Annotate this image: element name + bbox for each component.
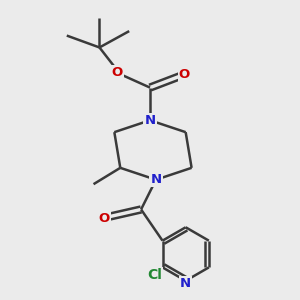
Text: O: O bbox=[98, 212, 110, 225]
Text: N: N bbox=[150, 173, 161, 186]
Text: N: N bbox=[144, 114, 156, 127]
Text: N: N bbox=[180, 277, 191, 290]
Text: O: O bbox=[112, 66, 123, 79]
Text: Cl: Cl bbox=[147, 268, 162, 282]
Text: O: O bbox=[178, 68, 190, 81]
